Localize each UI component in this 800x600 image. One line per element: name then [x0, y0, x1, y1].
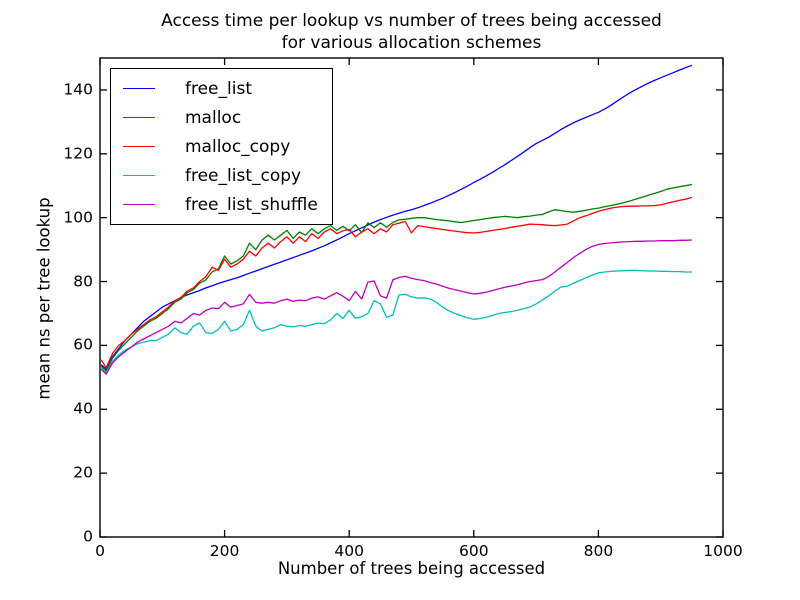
x-tick-label-600: 600	[459, 542, 489, 560]
legend-swatch-malloc	[123, 117, 155, 118]
legend-label-malloc: malloc	[185, 107, 242, 128]
legend-row-free_list_shuffle: free_list_shuffle	[111, 190, 332, 219]
series-line-free_list	[100, 64, 693, 371]
legend-label-free_list: free_list	[185, 78, 252, 99]
y-tick-label-0: 0	[83, 527, 93, 546]
legend-swatch-free_list_shuffle	[123, 204, 155, 205]
x-tick-label-1000: 1000	[703, 542, 743, 560]
chart-title-line2: for various allocation schemes	[281, 33, 542, 53]
series-line-malloc_copy	[100, 196, 693, 369]
axes-frame	[99, 57, 724, 538]
legend-label-malloc_copy: malloc_copy	[185, 136, 291, 157]
x-tick-label-800: 800	[583, 542, 614, 560]
x-tick-label-200: 200	[209, 542, 240, 560]
y-tick-label-20: 20	[73, 463, 93, 482]
x-tick-label-400: 400	[334, 542, 364, 560]
legend-label-free_list_copy: free_list_copy	[185, 165, 302, 186]
y-tick-label-40: 40	[73, 399, 93, 418]
y-tick-label-100: 100	[63, 208, 93, 227]
y-axis-label: mean ns per tree lookup	[34, 197, 54, 400]
legend-row-malloc: malloc	[111, 103, 332, 132]
chart-title: Access time per lookup vs number of tree…	[100, 10, 723, 54]
x-tick-label-0: 0	[95, 542, 105, 560]
y-tick-label-120: 120	[63, 144, 93, 163]
legend-swatch-free_list	[123, 88, 155, 89]
legend-swatch-malloc_copy	[123, 146, 155, 147]
legend-label-free_list_shuffle: free_list_shuffle	[185, 194, 318, 215]
y-tick-label-80: 80	[73, 272, 93, 291]
series-line-malloc	[100, 183, 693, 372]
x-axis-label: Number of trees being accessed	[277, 559, 546, 578]
series-line-free_list_shuffle	[100, 239, 692, 375]
y-tick-label-140: 140	[63, 80, 93, 99]
legend-row-malloc_copy: malloc_copy	[111, 132, 332, 161]
y-tick-label-60: 60	[73, 335, 93, 354]
legend-swatch-free_list_copy	[123, 175, 155, 176]
legend-row-free_list: free_list	[111, 74, 332, 103]
series-line-free_list_copy	[100, 269, 692, 374]
legend-row-free_list_copy: free_list_copy	[111, 161, 332, 190]
chart-title-line1: Access time per lookup vs number of tree…	[161, 11, 662, 31]
